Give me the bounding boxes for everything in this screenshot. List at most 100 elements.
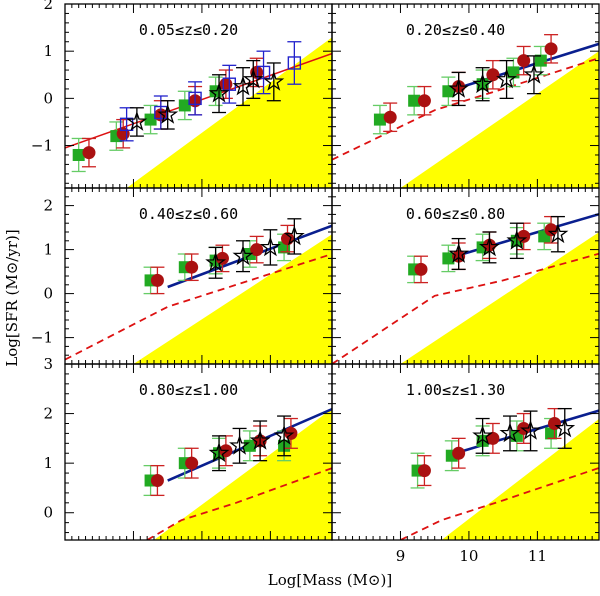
x-tick-label: 9 [396,547,406,565]
star-point [126,110,148,131]
red-circle-point [544,223,558,237]
star-point [157,103,179,124]
green-square-point [442,252,455,265]
y-tick-label: 3 [43,355,53,373]
panel-redshift-label: 0.80≤z≤1.00 [139,381,238,399]
star-point [472,73,494,94]
red-circle-point [215,251,229,265]
panel-middle-left: −1 0 1 2 0.40≤z≤0.60 [31,187,333,365]
red-circle-point [116,127,130,141]
green-square-point [178,99,191,112]
red-circle-point [517,229,531,243]
panel-plot-area [332,212,599,364]
star-point [205,251,227,272]
star-point [242,68,264,89]
star-point [499,422,521,443]
panel-top-right: 0.20≤z≤0.40 [331,3,600,189]
star-point [208,442,230,463]
red-circle-point [219,77,233,91]
star-point [496,68,517,89]
star-point [523,63,545,84]
red-circle-point [250,243,264,257]
red-circle-point [82,146,96,160]
green-square-point [373,113,386,126]
star-point [472,424,494,445]
red-circle-point [417,94,431,108]
blue-open-square-point [287,56,302,70]
red-circle-point [544,42,558,56]
red-circle-point [150,273,164,287]
star-point [259,236,281,257]
yellow-region [400,232,599,364]
star-point [208,82,230,103]
panel-redshift-label: 0.20≤z≤0.40 [406,21,505,39]
red-circle-point [383,110,397,124]
panel-plot-area [400,407,599,540]
yellow-region [400,51,599,188]
red-circle-point [452,446,466,460]
green-square-point [507,66,520,79]
x-tick-label: 10 [459,547,478,565]
star-point [547,223,569,244]
star-point [448,243,470,263]
y-tick-label: 0 [43,504,53,522]
green-square-point [442,85,455,98]
green-square-point [72,148,85,161]
panel-bottom-left: 0 1 2 3 0.80≤z≤1.00 [43,355,333,541]
panel-plot-area [143,407,332,540]
red-circle-point [185,456,199,470]
y-tick-label: 0 [43,89,53,107]
red-circle-point [150,474,164,488]
green-square-point [534,54,547,67]
star-point [249,429,271,450]
red-circle-point [517,54,531,68]
star-point [506,229,528,250]
blue-open-square-point [188,91,202,106]
yellow-region [133,234,332,364]
red-circle-point [486,68,500,82]
yellow-region [126,37,332,188]
star-point [283,225,305,246]
red-circle-point [417,464,431,478]
star-point [554,417,576,438]
y-tick-label: 1 [43,42,53,60]
panel-plot-area [65,218,332,364]
x-tick-label: 11 [528,547,547,565]
green-square-point [408,94,421,107]
panel-bottom-right: 9 10 11 1.00≤z≤1.30 [331,363,600,565]
panel-plot-area [65,37,332,188]
yellow-region [154,408,332,540]
panel-top-left: −1 0 1 2 0.05≤z≤0.20 [31,0,333,189]
star-point [479,236,500,257]
x-axis-title: Log[Mass (M⊙)] [268,571,392,589]
panel-middle-right: 0.60≤z≤0.80 [331,187,600,365]
panel-redshift-label: 0.40≤z≤0.60 [139,205,238,223]
panel-plot-area [332,34,599,188]
panel-redshift-label: 0.60≤z≤0.80 [406,205,505,223]
red-dashed-line [332,252,599,364]
red-circle-point [486,431,500,445]
blue-open-square-point [256,65,271,80]
y-tick-label: 1 [43,241,53,259]
red-circle-point [414,262,428,276]
y-tick-label: −1 [31,329,53,347]
y-tick-label: 2 [43,405,53,423]
red-dashed-line [400,466,599,540]
panel-frame [331,363,600,541]
y-axis-title: Log[SFR (M⊙/yr)] [3,229,21,366]
star-point [229,434,250,455]
red-dashed-line [332,57,599,161]
green-square-point [144,113,157,126]
red-dashed-line [65,253,332,361]
y-tick-label: −1 [31,137,53,155]
panel-redshift-label: 0.05≤z≤0.20 [139,21,238,39]
panels-layer: −1 0 1 2 0.05≤z≤0.20 0.20≤z≤0.40 −1 0 1 2 0.40≤z≤0… [31,0,600,565]
star-point [448,77,470,98]
star-point [232,245,254,266]
blue-open-square-point [154,105,168,120]
yellow-region [441,418,599,540]
y-tick-label: 0 [43,285,53,303]
star-point [263,70,285,91]
star-point [520,419,541,440]
